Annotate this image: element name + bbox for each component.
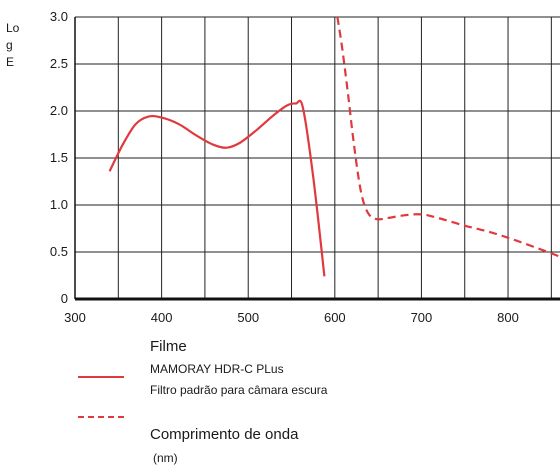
y-tick-label: 1.5 — [50, 150, 68, 165]
axes — [74, 17, 560, 301]
y-tick-label: 0.5 — [50, 244, 68, 259]
y-tick-label: 3.0 — [50, 9, 68, 24]
y-tick-label: 1.0 — [50, 197, 68, 212]
x-axis-unit: (nm) — [153, 451, 178, 465]
y-tick-label: 0 — [61, 291, 68, 306]
x-tick-label: 500 — [237, 310, 259, 325]
legend-title: Filme — [150, 338, 187, 355]
series-line-1 — [108, 99, 326, 277]
y-axis-ticks: 0 0.5 1.0 1.5 2.0 2.5 3.0 — [50, 9, 68, 306]
y-tick-label: 2.0 — [50, 103, 68, 118]
legend-label-series-2: Filtro padrão para câmara escura — [150, 383, 328, 397]
y-tick-label: 2.5 — [50, 56, 68, 71]
legend-swatch-solid — [78, 376, 124, 378]
x-tick-label: 800 — [497, 310, 519, 325]
series-line-2 — [336, 16, 560, 258]
legend-swatch-dashed — [78, 416, 124, 418]
x-tick-label: 600 — [324, 310, 346, 325]
x-axis-label: Comprimento de onda — [150, 426, 299, 443]
grid — [75, 16, 560, 299]
y-axis-label: Log E — [6, 21, 20, 69]
x-tick-label: 700 — [411, 310, 433, 325]
series-lines — [108, 16, 560, 277]
x-tick-label: 400 — [151, 310, 173, 325]
legend-label-series-1: MAMORAY HDR-C PLus — [150, 362, 284, 376]
x-tick-label: 300 — [64, 310, 86, 325]
x-axis-ticks: 300 400 500 600 700 800 — [64, 310, 519, 325]
